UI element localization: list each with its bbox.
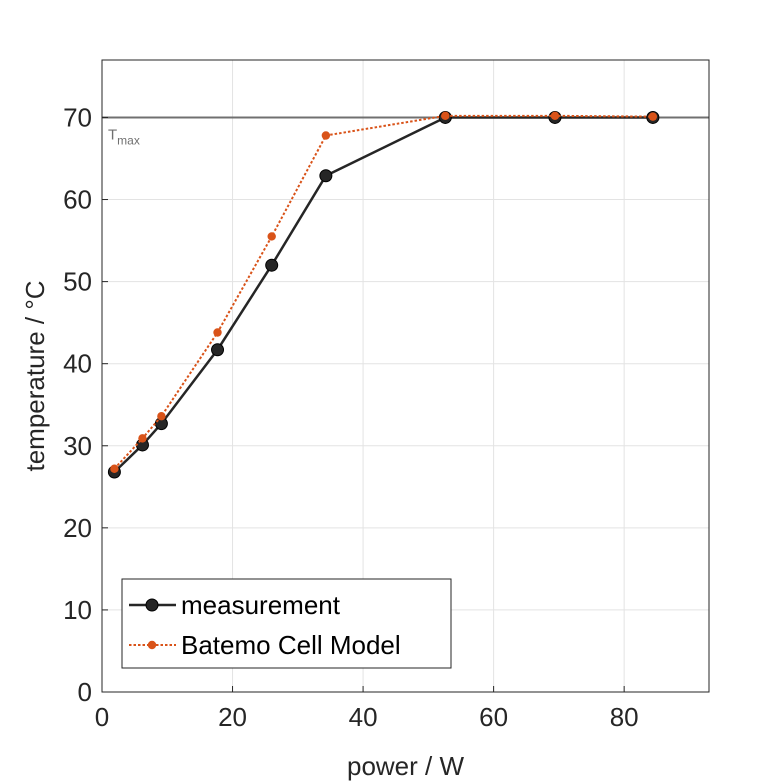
x-tick-label: 0 [95, 702, 109, 732]
x-tick-label: 20 [218, 702, 247, 732]
y-tick-label: 30 [63, 431, 92, 461]
data-point [321, 131, 331, 140]
y-tick-label: 70 [63, 102, 92, 132]
legend-marker [147, 640, 157, 650]
axis-ticks: 0 20 40 60 80 0 10 20 30 40 50 60 70 [63, 102, 639, 732]
legend-box [121, 578, 452, 669]
data-point [550, 111, 560, 121]
x-axis-label: power / W [347, 751, 464, 781]
legend-item: measurement [129, 590, 341, 620]
data-point [267, 232, 276, 241]
tmax-label-main: T [108, 126, 117, 143]
x-tick-label: 60 [479, 702, 508, 732]
y-tick-label: 20 [63, 513, 92, 543]
data-point [648, 112, 658, 121]
legend-item: Batemo Cell Model [129, 630, 401, 660]
series-line [113, 114, 653, 470]
legend-label: measurement [181, 590, 341, 620]
y-tick-label: 60 [63, 185, 92, 215]
grid [101, 60, 709, 693]
x-tick-label: 40 [349, 702, 378, 732]
tmax-label-sub: max [117, 133, 140, 147]
data-point [319, 169, 333, 183]
legend-marker [145, 598, 159, 612]
y-tick-label: 40 [63, 349, 92, 379]
legend: measurement Batemo Cell Model [121, 578, 452, 669]
legend-label: Batemo Cell Model [181, 630, 401, 660]
data-point [265, 258, 279, 272]
y-tick-label: 10 [63, 595, 92, 625]
plot-area-frame [101, 59, 710, 693]
data-point [213, 328, 222, 337]
series-layer [107, 110, 660, 479]
y-axis-label: temperature / °C [20, 280, 50, 471]
tmax-label: Tmax [108, 126, 140, 147]
y-tick-label: 0 [78, 677, 92, 707]
data-point [211, 343, 225, 357]
data-point [157, 412, 166, 421]
series-1 [110, 111, 658, 473]
x-tick-label: 80 [610, 702, 639, 732]
data-point [138, 434, 147, 443]
data-point [110, 464, 119, 473]
data-point [441, 111, 450, 121]
y-tick-label: 50 [63, 267, 92, 297]
